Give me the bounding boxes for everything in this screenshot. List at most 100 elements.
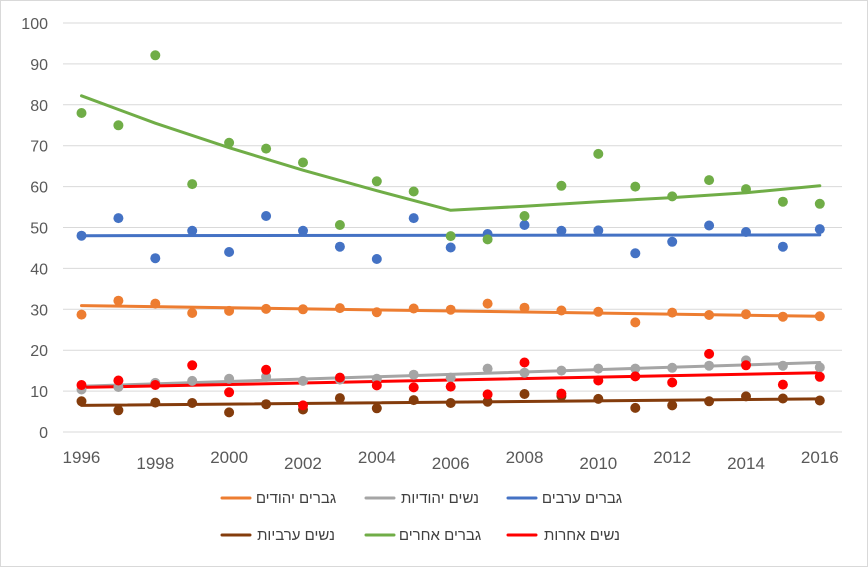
data-point <box>371 176 382 187</box>
data-point <box>593 306 604 317</box>
data-point <box>445 304 456 315</box>
data-point <box>630 371 641 382</box>
y-tick-label: 100 <box>21 16 48 33</box>
x-tick-label: 2008 <box>506 448 544 467</box>
x-tick-label: 2004 <box>358 448 396 467</box>
data-point <box>445 381 456 392</box>
data-point <box>224 407 235 418</box>
data-point <box>224 247 235 257</box>
data-point <box>224 373 235 384</box>
y-tick-label: 40 <box>30 261 48 278</box>
data-point <box>150 50 161 61</box>
data-point <box>76 230 87 241</box>
data-point <box>371 307 382 318</box>
data-point <box>334 393 345 404</box>
data-point <box>814 224 825 235</box>
data-point <box>298 304 308 315</box>
data-point <box>667 236 678 247</box>
legend-label: נשים ערביות <box>257 527 335 544</box>
data-point <box>187 179 198 190</box>
data-point <box>408 369 419 380</box>
data-point <box>556 388 567 399</box>
data-point <box>519 220 530 230</box>
data-point <box>113 213 124 224</box>
data-point <box>667 362 678 373</box>
data-point <box>556 180 567 191</box>
data-point <box>777 379 788 390</box>
data-point <box>371 380 382 391</box>
data-point <box>704 310 715 320</box>
data-point <box>261 371 272 382</box>
data-point <box>519 211 530 221</box>
data-point <box>261 364 272 375</box>
data-point <box>741 184 751 195</box>
x-axis-ticks: 1996 1998 2000 2002 2004 2006 2008 2010 2012 2014… <box>63 448 839 473</box>
x-tick-label: 1996 <box>63 448 101 467</box>
data-point <box>76 108 87 118</box>
data-point <box>408 303 419 314</box>
data-point <box>371 254 382 264</box>
data-point <box>261 399 272 410</box>
data-point <box>704 396 715 407</box>
data-point <box>150 298 161 309</box>
data-point <box>334 220 345 230</box>
y-tick-label: 30 <box>30 302 48 319</box>
data-point <box>593 393 604 404</box>
data-point <box>814 198 825 209</box>
data-point <box>113 295 124 306</box>
data-point <box>261 303 272 314</box>
data-point <box>741 360 751 371</box>
data-point <box>187 398 198 408</box>
data-point <box>630 402 641 413</box>
data-point <box>224 305 235 316</box>
data-point <box>741 391 751 402</box>
data-point <box>630 317 641 328</box>
legend-label: גברים יהודים <box>256 490 336 507</box>
data-point <box>704 348 715 359</box>
data-point <box>777 393 788 404</box>
data-point <box>704 360 715 371</box>
data-point <box>482 389 493 400</box>
data-point <box>408 213 419 224</box>
x-tick-label: 2014 <box>727 454 765 473</box>
data-point <box>741 309 751 320</box>
data-point <box>667 307 678 318</box>
legend-label: נשים יהודיות <box>401 490 479 507</box>
data-point <box>371 403 382 414</box>
legend-label: גברים אחרים <box>399 527 481 544</box>
data-point <box>224 137 235 148</box>
data-point <box>630 248 641 259</box>
data-point <box>630 181 641 192</box>
data-point <box>519 389 530 399</box>
y-tick-label: 0 <box>39 425 48 442</box>
data-point <box>482 234 493 245</box>
data-point <box>76 380 87 390</box>
data-point <box>777 311 788 322</box>
data-point <box>113 120 124 131</box>
x-tick-label: 2012 <box>653 448 691 467</box>
x-tick-label: 2000 <box>210 448 248 467</box>
data-point <box>261 211 272 221</box>
data-point <box>482 363 493 374</box>
data-point <box>298 225 308 236</box>
trend-lines <box>80 94 822 407</box>
data-point <box>777 360 788 371</box>
data-point <box>519 302 530 313</box>
data-point <box>593 225 604 236</box>
data-point <box>298 157 308 168</box>
legend: גברים יהודים נשים יהודיות גברים ערבים נשים … <box>220 490 622 544</box>
data-point <box>298 400 308 411</box>
trendline-series-4 <box>80 94 822 212</box>
y-tick-label: 60 <box>30 180 48 197</box>
data-point <box>76 309 87 320</box>
data-point <box>334 241 345 252</box>
data-point <box>630 363 641 374</box>
data-point <box>445 242 456 253</box>
data-point <box>187 225 198 236</box>
data-point <box>556 305 567 316</box>
x-tick-label: 2006 <box>432 454 470 473</box>
data-point <box>408 186 419 197</box>
data-point <box>814 362 825 373</box>
